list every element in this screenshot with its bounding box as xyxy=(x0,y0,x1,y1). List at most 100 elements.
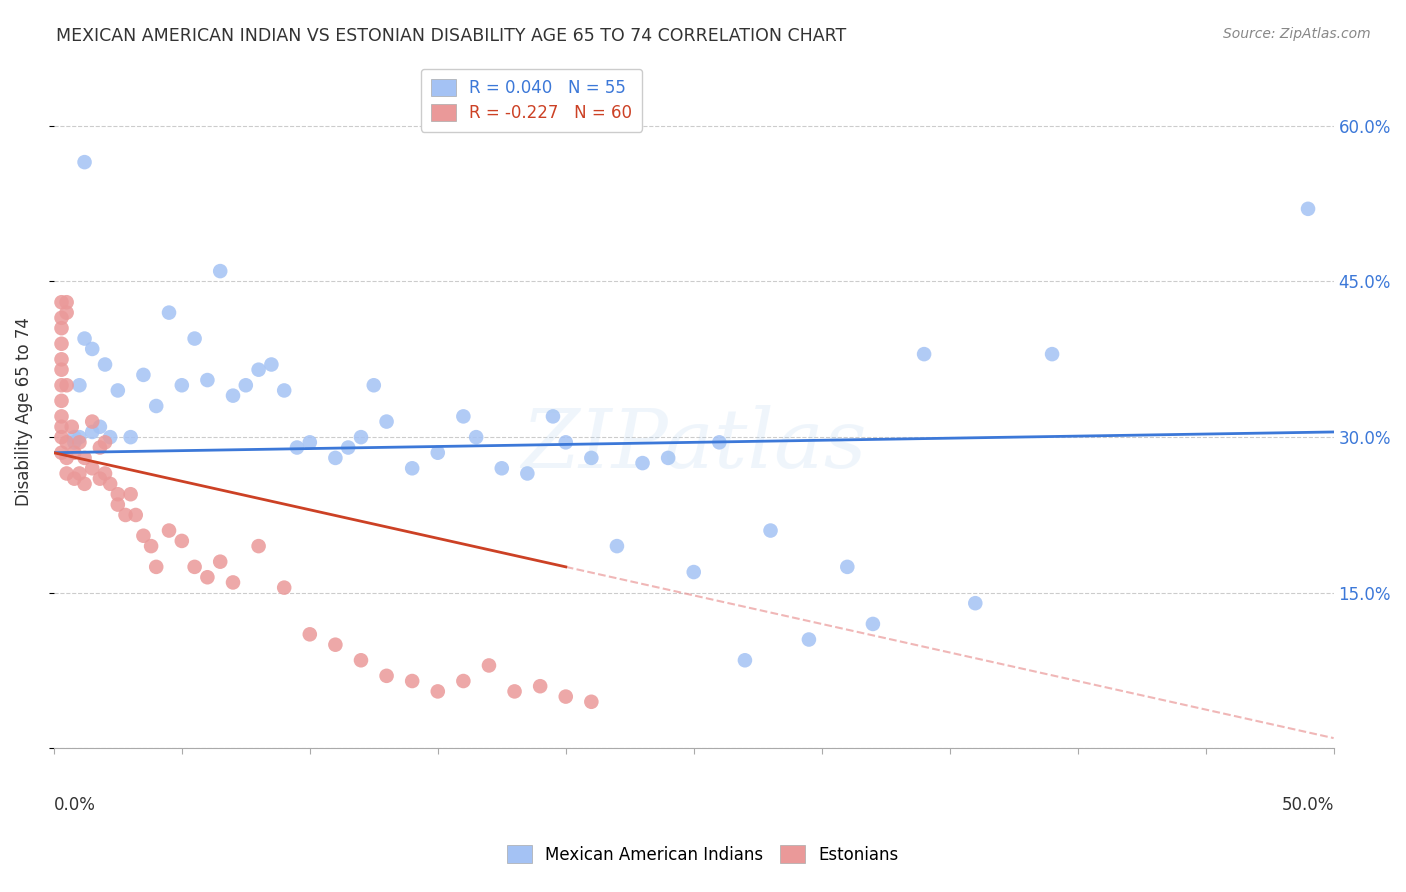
Point xyxy=(235,378,257,392)
Point xyxy=(797,632,820,647)
Point xyxy=(285,441,308,455)
Point xyxy=(82,342,104,356)
Point xyxy=(401,461,423,475)
Point xyxy=(759,524,782,538)
Text: 0.0%: 0.0% xyxy=(53,796,96,814)
Point xyxy=(965,596,987,610)
Point xyxy=(453,673,475,688)
Point xyxy=(51,310,73,325)
Point xyxy=(453,409,475,424)
Point xyxy=(197,570,219,584)
Point xyxy=(145,399,167,413)
Point xyxy=(325,638,347,652)
Point xyxy=(581,450,603,465)
Point xyxy=(120,487,142,501)
Point xyxy=(125,508,148,522)
Point xyxy=(478,658,501,673)
Point xyxy=(51,336,73,351)
Point xyxy=(183,560,205,574)
Point xyxy=(401,673,423,688)
Point xyxy=(55,467,77,481)
Point xyxy=(541,409,564,424)
Point xyxy=(170,533,193,548)
Point xyxy=(298,627,321,641)
Point xyxy=(325,450,347,465)
Point xyxy=(94,467,117,481)
Point xyxy=(363,378,385,392)
Point xyxy=(82,461,104,475)
Point xyxy=(554,435,576,450)
Point xyxy=(260,358,283,372)
Point xyxy=(247,539,270,553)
Point xyxy=(337,441,360,455)
Point xyxy=(157,524,180,538)
Point xyxy=(73,450,96,465)
Point xyxy=(94,435,117,450)
Point xyxy=(107,487,129,501)
Point xyxy=(51,362,73,376)
Text: ZIPatlas: ZIPatlas xyxy=(522,405,866,485)
Point xyxy=(273,384,295,398)
Point xyxy=(273,581,295,595)
Point xyxy=(209,555,232,569)
Point xyxy=(51,409,73,424)
Point xyxy=(606,539,628,553)
Point xyxy=(55,305,77,319)
Legend: R = 0.040   N = 55, R = -0.227   N = 60: R = 0.040 N = 55, R = -0.227 N = 60 xyxy=(420,69,643,132)
Point xyxy=(554,690,576,704)
Point xyxy=(491,461,513,475)
Point xyxy=(73,476,96,491)
Point xyxy=(222,575,245,590)
Point xyxy=(89,441,111,455)
Point xyxy=(98,476,121,491)
Point xyxy=(837,560,859,574)
Point xyxy=(465,430,488,444)
Point xyxy=(709,435,731,450)
Text: 50.0%: 50.0% xyxy=(1281,796,1334,814)
Legend: Mexican American Indians, Estonians: Mexican American Indians, Estonians xyxy=(501,838,905,871)
Point xyxy=(529,679,551,693)
Point xyxy=(132,368,155,382)
Point xyxy=(89,419,111,434)
Point xyxy=(581,695,603,709)
Point xyxy=(516,467,538,481)
Point xyxy=(734,653,756,667)
Point xyxy=(132,529,155,543)
Point xyxy=(63,446,86,460)
Point xyxy=(73,332,96,346)
Point xyxy=(60,419,83,434)
Point xyxy=(51,321,73,335)
Point xyxy=(55,378,77,392)
Point xyxy=(51,446,73,460)
Point xyxy=(157,305,180,319)
Point xyxy=(197,373,219,387)
Point xyxy=(51,378,73,392)
Point xyxy=(51,419,73,434)
Point xyxy=(145,560,167,574)
Point xyxy=(82,425,104,439)
Point xyxy=(682,565,704,579)
Point xyxy=(89,472,111,486)
Y-axis label: Disability Age 65 to 74: Disability Age 65 to 74 xyxy=(15,317,32,506)
Point xyxy=(51,393,73,408)
Point xyxy=(63,430,86,444)
Point xyxy=(247,362,270,376)
Point xyxy=(912,347,935,361)
Point xyxy=(55,295,77,310)
Point xyxy=(503,684,526,698)
Point xyxy=(73,155,96,169)
Point xyxy=(183,332,205,346)
Point xyxy=(63,435,86,450)
Point xyxy=(222,389,245,403)
Point xyxy=(107,384,129,398)
Point xyxy=(63,472,86,486)
Point xyxy=(107,498,129,512)
Point xyxy=(139,539,162,553)
Point xyxy=(67,430,90,444)
Point xyxy=(114,508,136,522)
Point xyxy=(51,352,73,367)
Point xyxy=(67,378,90,392)
Text: MEXICAN AMERICAN INDIAN VS ESTONIAN DISABILITY AGE 65 TO 74 CORRELATION CHART: MEXICAN AMERICAN INDIAN VS ESTONIAN DISA… xyxy=(56,27,846,45)
Point xyxy=(98,430,121,444)
Point xyxy=(350,653,373,667)
